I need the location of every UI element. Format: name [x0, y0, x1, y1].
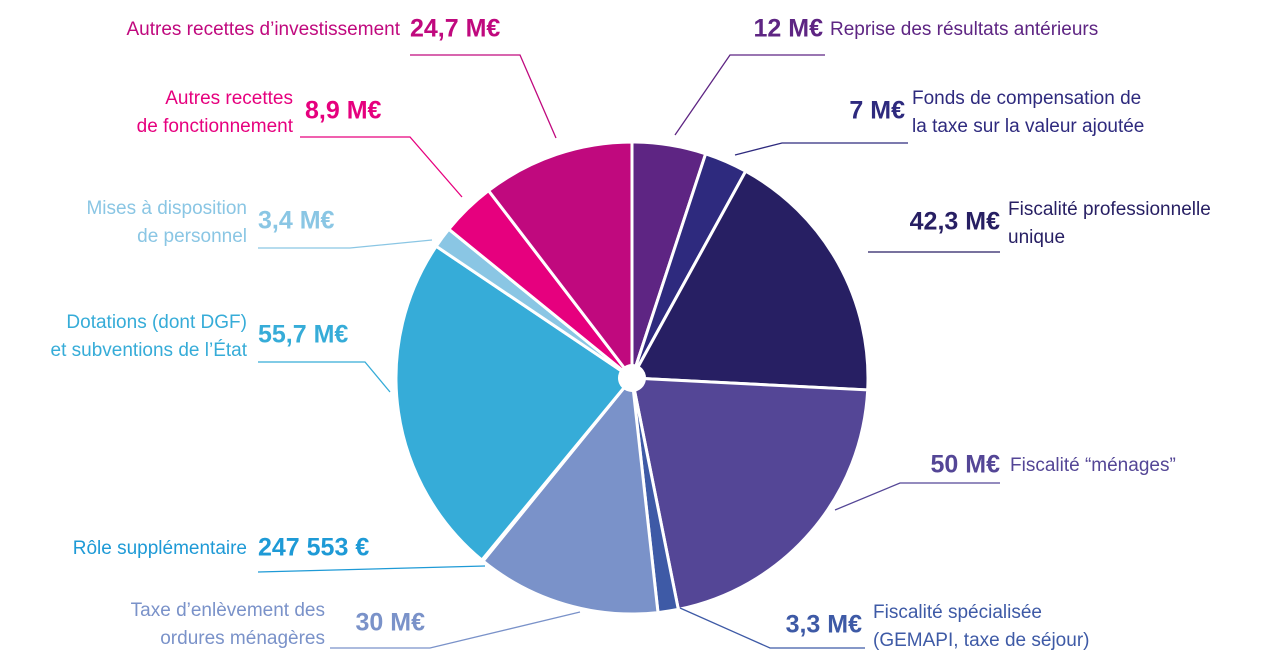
pie-slice [630, 376, 870, 612]
leader-line [674, 54, 825, 136]
category-label: Dotations (dont DGF) et subventions de l’… [51, 312, 248, 361]
leader-line [679, 607, 865, 649]
value-label: 50 M€ [931, 451, 1001, 479]
category-label-line: la taxe sur la valeur ajoutée [912, 116, 1144, 137]
pie-slice [394, 244, 635, 563]
category-label: Autres recettes de fonctionnement [137, 88, 294, 137]
category-label: Autres recettes d’investissement [126, 19, 400, 40]
value-label: 42,3 M€ [910, 208, 1000, 236]
value-label: 30 M€ [356, 609, 426, 637]
category-label-line: Taxe d’enlèvement des [131, 600, 325, 621]
leader-line [300, 136, 463, 198]
category-label-line: ordures ménagères [160, 628, 325, 649]
category-label-line: et subventions de l’État [51, 340, 248, 361]
category-label: Reprise des résultats antérieurs [830, 19, 1098, 40]
category-label-line: Fiscalité spécialisée [873, 602, 1042, 623]
category-label: Fiscalité professionnelle unique [1008, 199, 1211, 248]
center-hole [618, 364, 646, 392]
category-label: Mises à disposition de personnel [86, 198, 247, 247]
pie-slice [629, 169, 870, 392]
category-label: Rôle supplémentaire [73, 538, 247, 559]
category-label: Fiscalité “ménages” [1010, 455, 1176, 476]
pie-slice [486, 140, 634, 383]
value-label: 3,4 M€ [258, 207, 335, 235]
value-label: 8,9 M€ [305, 97, 382, 125]
category-label-line: Autres recettes [165, 88, 293, 109]
value-label: 3,3 M€ [786, 611, 863, 639]
value-label: 55,7 M€ [258, 321, 348, 349]
value-label: 24,7 M€ [410, 15, 500, 43]
category-label-line: Mises à disposition [86, 198, 247, 219]
category-label: Taxe d’enlèvement des ordures ménagères [131, 600, 325, 649]
category-label-line: Fonds de compensation de [912, 88, 1141, 109]
category-label: Fonds de compensation de la taxe sur la v… [912, 88, 1144, 137]
leader-line [734, 142, 908, 156]
category-label: Fiscalité spécialisée (GEMAPI, taxe de sé… [873, 602, 1089, 651]
value-label: 247 553 € [258, 534, 369, 562]
category-label-line: unique [1008, 227, 1065, 248]
category-label-line: Dotations (dont DGF) [66, 312, 247, 333]
value-label: 7 M€ [849, 97, 905, 125]
leader-line [258, 361, 391, 393]
leader-line [258, 239, 433, 249]
pie-slice [480, 374, 660, 616]
leader-line [834, 482, 1000, 511]
value-label: 12 M€ [754, 15, 824, 43]
leader-line [330, 611, 581, 649]
leader-line [410, 54, 557, 139]
category-label-line: de fonctionnement [137, 116, 294, 137]
category-label-line: (GEMAPI, taxe de séjour) [873, 630, 1089, 651]
category-label-line: de personnel [137, 226, 247, 247]
category-label-line: Fiscalité professionnelle [1008, 199, 1211, 220]
leader-line [257, 565, 486, 573]
